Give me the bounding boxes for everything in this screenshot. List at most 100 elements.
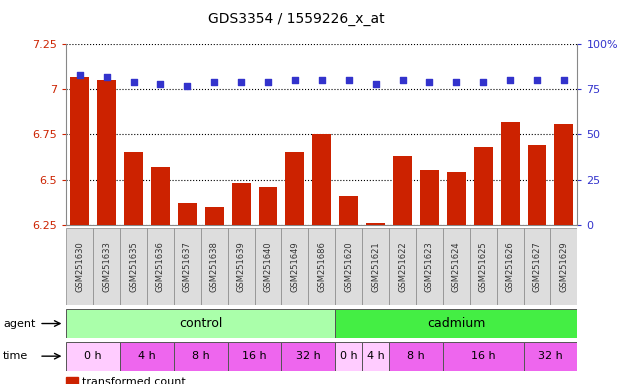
- Bar: [362, 228, 389, 305]
- Text: GSM251629: GSM251629: [560, 242, 569, 292]
- Text: 32 h: 32 h: [296, 351, 321, 361]
- Text: 0 h: 0 h: [85, 351, 102, 361]
- Bar: [420, 170, 439, 225]
- Bar: [66, 228, 93, 305]
- Text: 0 h: 0 h: [340, 351, 358, 361]
- Bar: [447, 172, 466, 225]
- Bar: [309, 228, 335, 305]
- Bar: [362, 342, 389, 371]
- Bar: [443, 228, 469, 305]
- Bar: [443, 342, 524, 371]
- Point: [370, 81, 380, 87]
- Bar: [201, 228, 228, 305]
- Point: [425, 79, 435, 85]
- Bar: [281, 228, 309, 305]
- Bar: [366, 223, 385, 225]
- Point: [344, 77, 354, 83]
- Point: [209, 79, 219, 85]
- Bar: [174, 342, 228, 371]
- Text: GSM251633: GSM251633: [102, 242, 111, 292]
- Point: [236, 79, 246, 85]
- Text: 16 h: 16 h: [471, 351, 495, 361]
- Bar: [335, 309, 577, 338]
- Text: GSM251621: GSM251621: [371, 242, 380, 292]
- Bar: [174, 228, 201, 305]
- Text: 32 h: 32 h: [538, 351, 563, 361]
- Text: control: control: [179, 317, 223, 330]
- Text: GSM251649: GSM251649: [290, 242, 299, 292]
- Text: GSM251636: GSM251636: [156, 242, 165, 292]
- Text: agent: agent: [3, 318, 35, 329]
- Text: GSM251625: GSM251625: [479, 242, 488, 292]
- Point: [532, 77, 542, 83]
- Point: [74, 72, 85, 78]
- Bar: [259, 187, 278, 225]
- Point: [559, 77, 569, 83]
- Point: [290, 77, 300, 83]
- Bar: [232, 183, 251, 225]
- Text: GDS3354 / 1559226_x_at: GDS3354 / 1559226_x_at: [208, 12, 385, 25]
- Bar: [339, 196, 358, 225]
- Bar: [474, 147, 493, 225]
- Text: GSM251638: GSM251638: [209, 242, 219, 292]
- Text: GSM251624: GSM251624: [452, 242, 461, 292]
- Point: [505, 77, 515, 83]
- Text: GSM251635: GSM251635: [129, 242, 138, 292]
- Bar: [497, 228, 524, 305]
- Bar: [228, 228, 254, 305]
- Point: [129, 79, 139, 85]
- Bar: [66, 309, 335, 338]
- Text: 8 h: 8 h: [192, 351, 209, 361]
- Bar: [528, 145, 546, 225]
- Bar: [93, 228, 120, 305]
- Bar: [469, 228, 497, 305]
- Bar: [389, 342, 443, 371]
- Bar: [120, 342, 174, 371]
- Bar: [393, 156, 412, 225]
- Text: GSM251626: GSM251626: [505, 242, 515, 292]
- Point: [182, 83, 192, 89]
- Bar: [524, 342, 577, 371]
- Bar: [124, 152, 143, 225]
- Bar: [285, 152, 304, 225]
- Bar: [66, 342, 120, 371]
- Bar: [389, 228, 416, 305]
- Text: 4 h: 4 h: [138, 351, 156, 361]
- Bar: [555, 124, 574, 225]
- Text: cadmium: cadmium: [427, 317, 485, 330]
- Text: 8 h: 8 h: [407, 351, 425, 361]
- Bar: [228, 342, 281, 371]
- Text: time: time: [3, 351, 28, 361]
- Bar: [335, 228, 362, 305]
- Point: [478, 79, 488, 85]
- Text: GSM251630: GSM251630: [75, 242, 84, 292]
- Bar: [335, 342, 362, 371]
- Bar: [97, 80, 116, 225]
- Bar: [70, 77, 89, 225]
- Bar: [281, 342, 335, 371]
- Point: [263, 79, 273, 85]
- Text: GSM251623: GSM251623: [425, 242, 434, 292]
- Bar: [147, 228, 174, 305]
- Bar: [120, 228, 147, 305]
- Bar: [312, 134, 331, 225]
- Bar: [416, 228, 443, 305]
- Text: transformed count: transformed count: [82, 377, 186, 384]
- Bar: [178, 203, 197, 225]
- Text: GSM251639: GSM251639: [237, 242, 245, 292]
- Text: 16 h: 16 h: [242, 351, 267, 361]
- Point: [155, 81, 165, 87]
- Text: GSM251620: GSM251620: [345, 242, 353, 292]
- Text: GSM251640: GSM251640: [264, 242, 273, 292]
- Bar: [550, 228, 577, 305]
- Point: [398, 77, 408, 83]
- Bar: [501, 122, 519, 225]
- Text: GSM251637: GSM251637: [183, 242, 192, 292]
- Bar: [254, 228, 281, 305]
- Bar: [151, 167, 170, 225]
- Text: 4 h: 4 h: [367, 351, 384, 361]
- Text: GSM251627: GSM251627: [533, 242, 541, 292]
- Point: [102, 74, 112, 80]
- Text: GSM251622: GSM251622: [398, 242, 407, 292]
- Bar: [205, 207, 223, 225]
